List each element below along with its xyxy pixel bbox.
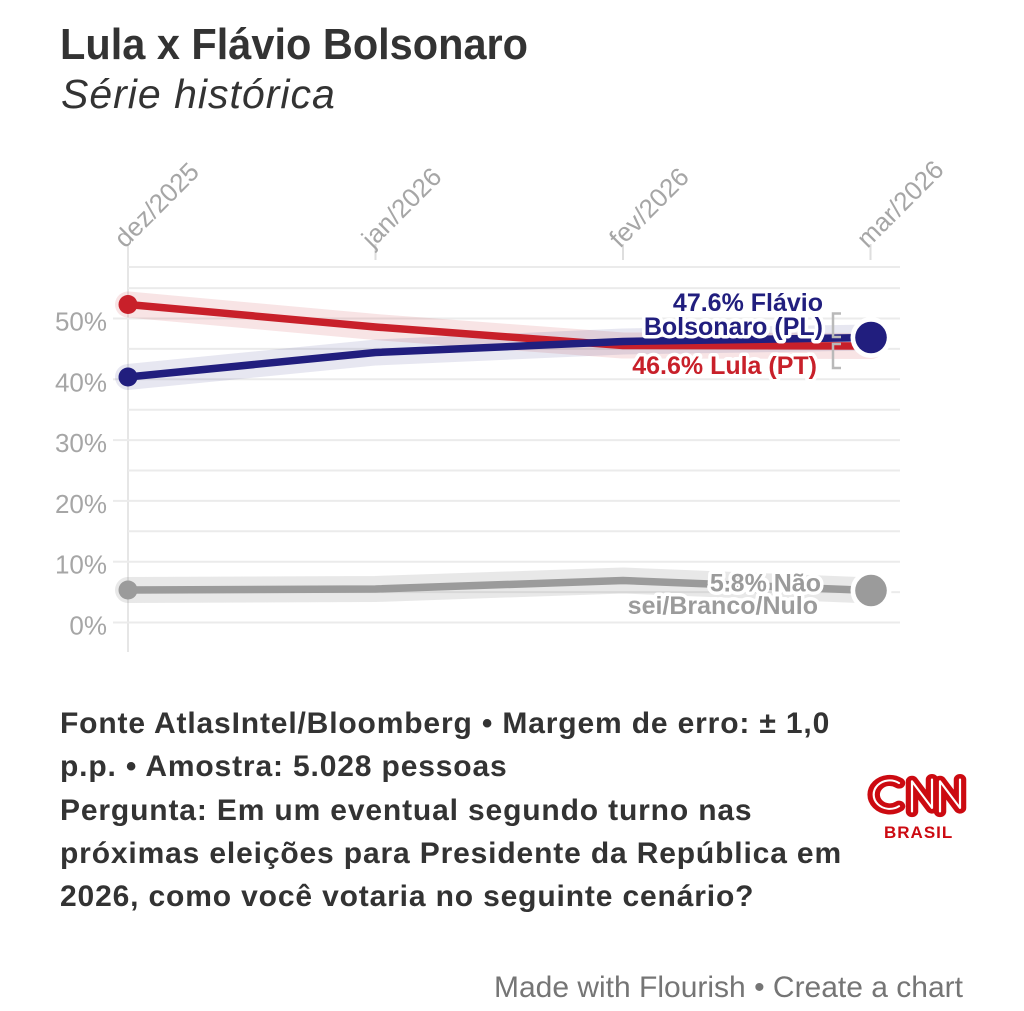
svg-text:40%: 40% — [55, 368, 107, 398]
svg-text:dez/2025: dez/2025 — [108, 156, 205, 253]
svg-text:fev/2026: fev/2026 — [603, 161, 695, 253]
svg-text:sei/Branco/Nulo: sei/Branco/Nulo — [628, 592, 818, 620]
svg-text:10%: 10% — [55, 550, 107, 580]
svg-text:BRASIL: BRASIL — [884, 823, 953, 842]
svg-text:5.8% Não: 5.8% Não — [710, 570, 821, 598]
svg-text:Bolsonaro (PL): Bolsonaro (PL) — [644, 313, 823, 341]
svg-text:20%: 20% — [55, 489, 107, 519]
svg-text:jan/2026: jan/2026 — [355, 161, 447, 253]
svg-text:0%: 0% — [69, 611, 107, 641]
svg-text:46.6% Lula (PT): 46.6% Lula (PT) — [632, 352, 817, 380]
svg-text:47.6% Flávio: 47.6% Flávio — [673, 289, 823, 317]
svg-text:30%: 30% — [55, 428, 107, 458]
svg-text:mar/2026: mar/2026 — [851, 154, 950, 253]
svg-text:50%: 50% — [55, 307, 107, 337]
